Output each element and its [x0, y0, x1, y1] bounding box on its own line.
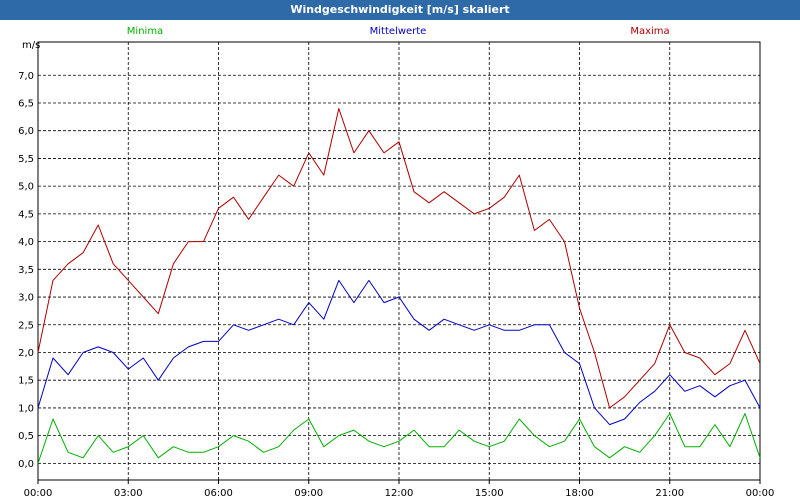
legend-mittelwerte: Mittelwerte	[370, 26, 427, 37]
legend-minima: Minima	[127, 26, 163, 37]
wind-speed-chart: Minima Mittelwerte Maxima m/s 0,0 0,5 1,0 1…	[18, 26, 775, 499]
x-tick-time: 00:00	[24, 488, 53, 499]
y-tick-label: 4,5	[18, 209, 34, 220]
y-tick-label: 2,0	[18, 348, 34, 359]
y-tick-label: 1,5	[18, 376, 34, 387]
y-tick-label: 3,0	[18, 293, 34, 304]
series-line-maxima	[37, 108, 761, 409]
y-tick-label: 3,5	[18, 265, 34, 276]
y-tick-label: 0,5	[18, 431, 34, 442]
y-tick-label: 0,0	[18, 459, 34, 470]
x-tick-time: 15:00	[475, 488, 504, 499]
legend-maxima: Maxima	[630, 26, 669, 37]
x-tick-time: 12:00	[385, 488, 414, 499]
y-tick-label: 6,5	[18, 98, 34, 109]
x-tick-time: 18:00	[565, 488, 594, 499]
x-tick-time: 03:00	[114, 488, 143, 499]
series-line-minima	[37, 413, 761, 464]
series-line-mittelwerte	[37, 279, 761, 426]
x-tick-time: 00:00	[746, 488, 775, 499]
y-axis-label: m/s	[22, 40, 40, 51]
y-tick-label: 2,5	[18, 320, 34, 331]
y-tick-label: 6,0	[18, 126, 34, 137]
x-tick-time: 06:00	[204, 488, 233, 499]
x-tick-time: 21:00	[655, 488, 684, 499]
y-tick-label: 4,0	[18, 237, 34, 248]
y-tick-label: 5,0	[18, 182, 34, 193]
window-title: Windgeschwindigkeit [m/s] skaliert	[0, 0, 800, 20]
y-tick-label: 5,5	[18, 154, 34, 165]
y-tick-label: 7,0	[18, 71, 34, 82]
x-tick-time: 09:00	[294, 488, 323, 499]
y-tick-label: 1,0	[18, 403, 34, 414]
